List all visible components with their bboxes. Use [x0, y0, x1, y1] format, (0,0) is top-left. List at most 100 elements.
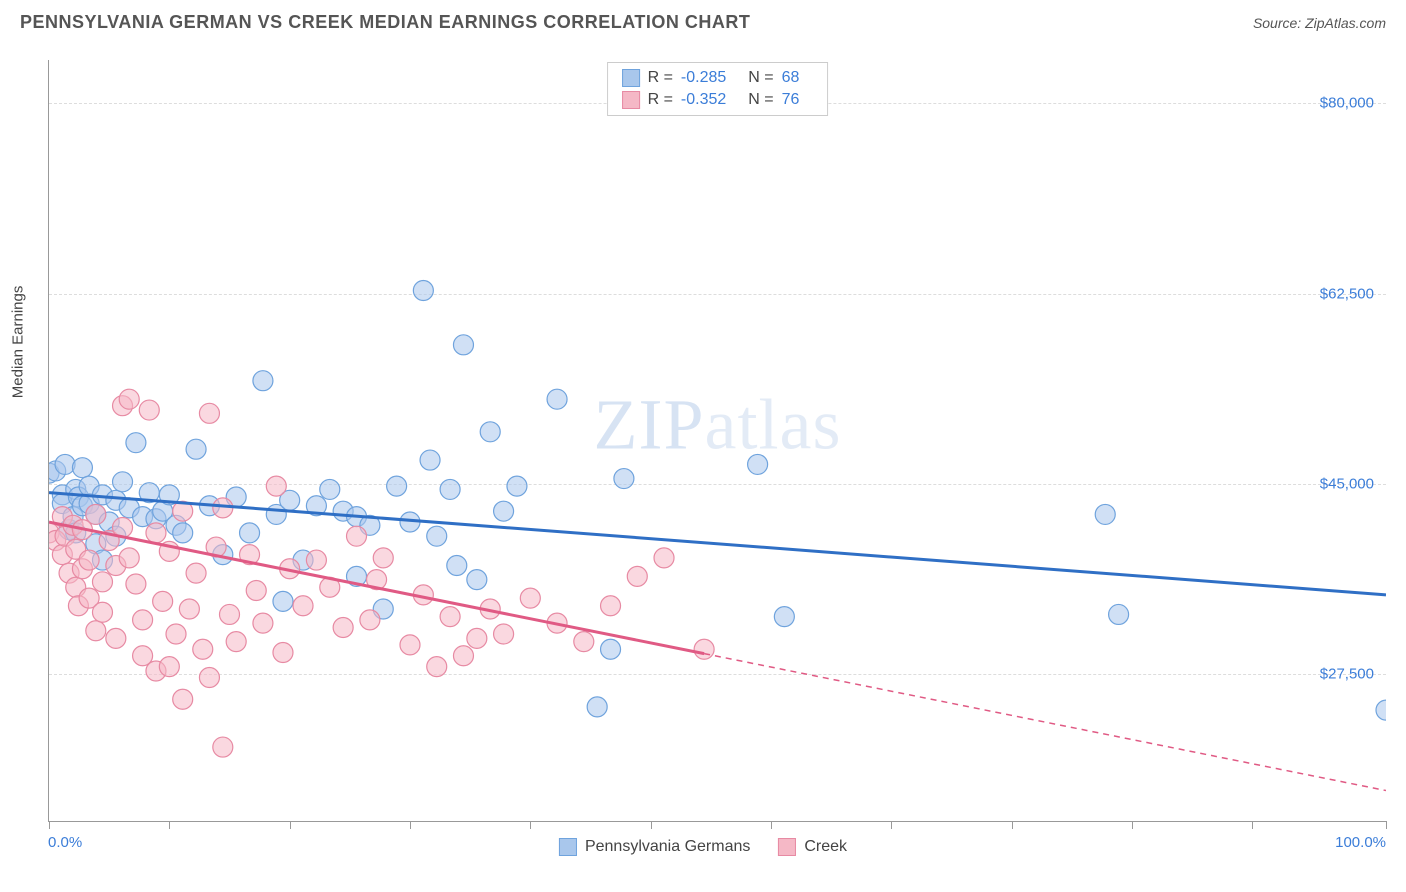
data-point — [427, 657, 447, 677]
data-point — [226, 632, 246, 652]
data-point — [159, 657, 179, 677]
data-point — [293, 596, 313, 616]
plot-area: ZIPatlas R = -0.285 N = 68 R = -0.352 N … — [48, 60, 1386, 822]
data-point — [507, 476, 527, 496]
chart-title: PENNSYLVANIA GERMAN VS CREEK MEDIAN EARN… — [20, 12, 750, 33]
data-point — [601, 639, 621, 659]
data-point — [467, 628, 487, 648]
data-point — [654, 548, 674, 568]
data-point — [253, 613, 273, 633]
data-point — [166, 624, 186, 644]
data-point — [219, 604, 239, 624]
data-point — [520, 588, 540, 608]
data-point — [494, 624, 514, 644]
y-axis-label: Median Earnings — [10, 286, 27, 399]
scatter-svg — [49, 60, 1386, 821]
data-point — [173, 523, 193, 543]
data-point — [480, 422, 500, 442]
legend-label: Pennsylvania Germans — [585, 838, 750, 856]
x-tick — [891, 821, 892, 829]
r-value: -0.352 — [681, 91, 726, 109]
data-point — [92, 602, 112, 622]
data-point — [333, 617, 353, 637]
data-point — [694, 639, 714, 659]
data-point — [347, 526, 367, 546]
data-point — [173, 689, 193, 709]
legend-label: Creek — [804, 838, 847, 856]
data-point — [627, 566, 647, 586]
data-point — [72, 458, 92, 478]
data-point — [614, 469, 634, 489]
data-point — [273, 642, 293, 662]
data-point — [199, 667, 219, 687]
data-point — [420, 450, 440, 470]
legend-item: Creek — [778, 838, 847, 856]
data-point — [126, 574, 146, 594]
data-point — [587, 697, 607, 717]
data-point — [266, 476, 286, 496]
data-point — [139, 400, 159, 420]
data-point — [427, 526, 447, 546]
trend-line — [49, 522, 704, 654]
data-point — [106, 628, 126, 648]
swatch-icon — [778, 838, 796, 856]
data-point — [1109, 604, 1129, 624]
data-point — [453, 646, 473, 666]
data-point — [273, 591, 293, 611]
x-max-label: 100.0% — [1335, 834, 1386, 851]
trend-line-extrapolated — [704, 654, 1386, 791]
data-point — [113, 472, 133, 492]
stats-legend: R = -0.285 N = 68 R = -0.352 N = 76 — [607, 62, 829, 116]
data-point — [126, 433, 146, 453]
data-point — [86, 621, 106, 641]
x-tick — [1132, 821, 1133, 829]
data-point — [400, 635, 420, 655]
data-point — [186, 439, 206, 459]
stats-row: R = -0.352 N = 76 — [622, 89, 814, 111]
x-tick — [530, 821, 531, 829]
swatch-icon — [622, 91, 640, 109]
x-tick — [1012, 821, 1013, 829]
source-attribution: Source: ZipAtlas.com — [1253, 15, 1386, 31]
x-min-label: 0.0% — [48, 834, 82, 851]
x-tick — [410, 821, 411, 829]
data-point — [440, 607, 460, 627]
n-value: 76 — [782, 91, 800, 109]
data-point — [774, 607, 794, 627]
data-point — [246, 581, 266, 601]
data-point — [199, 403, 219, 423]
data-point — [547, 389, 567, 409]
data-point — [574, 632, 594, 652]
data-point — [467, 570, 487, 590]
data-point — [79, 550, 99, 570]
data-point — [119, 389, 139, 409]
x-tick — [1252, 821, 1253, 829]
data-point — [186, 563, 206, 583]
chart-header: PENNSYLVANIA GERMAN VS CREEK MEDIAN EARN… — [0, 0, 1406, 41]
data-point — [179, 599, 199, 619]
data-point — [1095, 504, 1115, 524]
trend-line — [49, 493, 1386, 595]
data-point — [360, 610, 380, 630]
swatch-icon — [622, 69, 640, 87]
legend-item: Pennsylvania Germans — [559, 838, 750, 856]
swatch-icon — [559, 838, 577, 856]
data-point — [119, 548, 139, 568]
data-point — [413, 280, 433, 300]
data-point — [240, 523, 260, 543]
x-tick — [771, 821, 772, 829]
stats-row: R = -0.285 N = 68 — [622, 67, 814, 89]
x-tick — [290, 821, 291, 829]
data-point — [748, 454, 768, 474]
x-tick — [1386, 821, 1387, 829]
data-point — [387, 476, 407, 496]
r-value: -0.285 — [681, 69, 726, 87]
series-legend: Pennsylvania Germans Creek — [559, 838, 847, 856]
data-point — [601, 596, 621, 616]
data-point — [193, 639, 213, 659]
data-point — [55, 454, 75, 474]
data-point — [86, 504, 106, 524]
data-point — [447, 556, 467, 576]
data-point — [213, 737, 233, 757]
data-point — [133, 610, 153, 630]
